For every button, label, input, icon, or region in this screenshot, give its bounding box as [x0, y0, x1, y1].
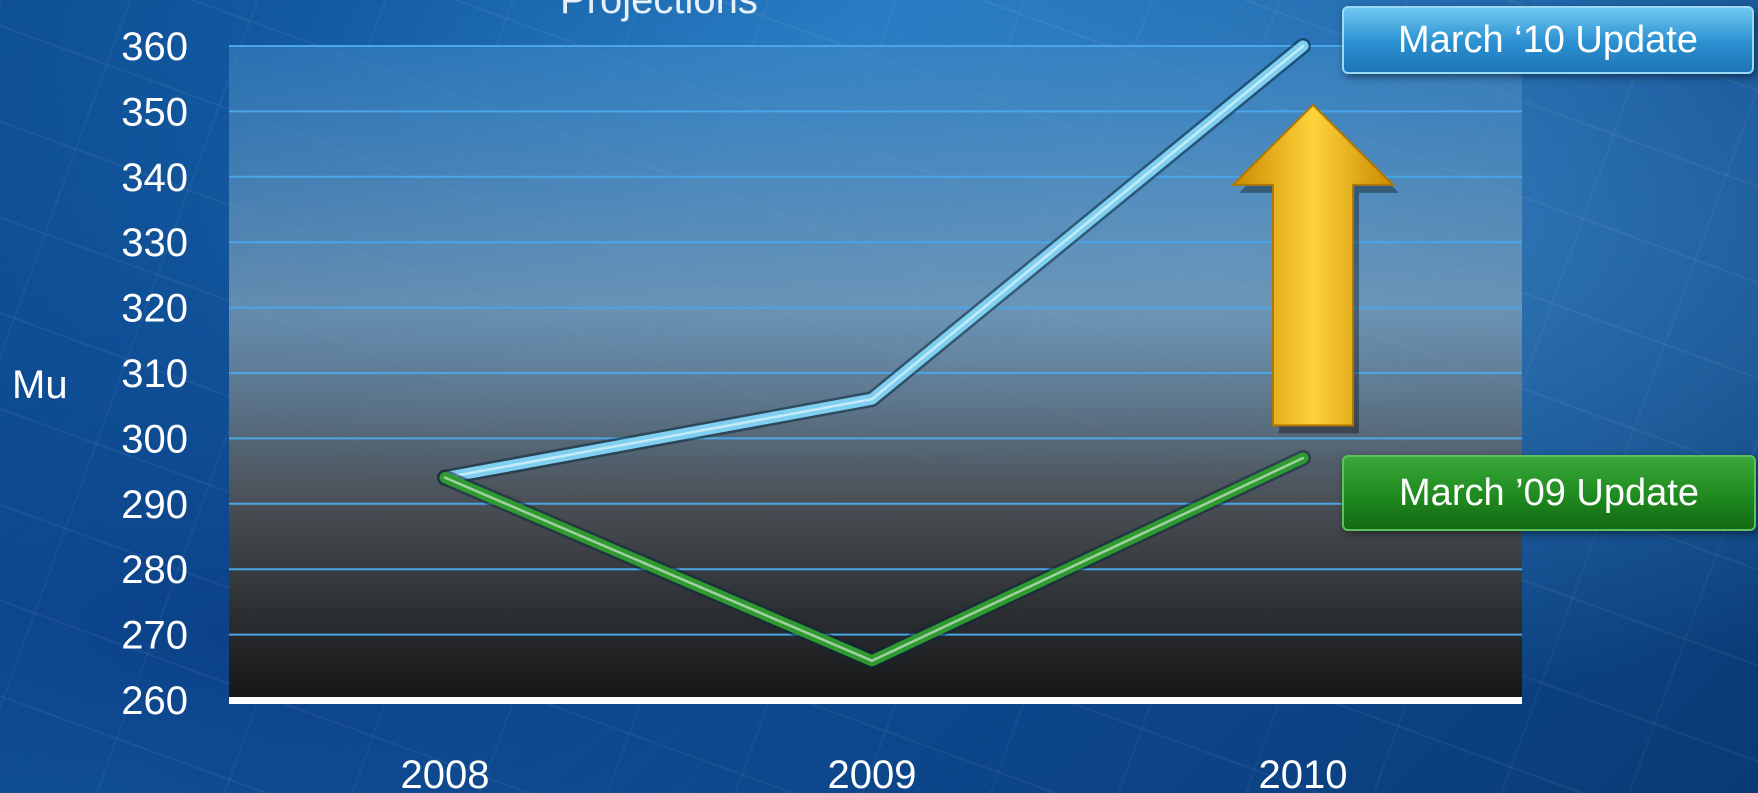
y-tick-label: 260 — [121, 679, 188, 723]
x-axis-baseline — [229, 697, 1522, 704]
y-tick-label: 360 — [121, 25, 188, 69]
x-tick-label: 2008 — [401, 753, 490, 793]
legend-march-10-update: March ‘10 Update — [1342, 6, 1754, 74]
legend-march-09-update: March ’09 Update — [1342, 455, 1756, 531]
y-tick-label: 280 — [121, 548, 188, 592]
y-tick-label: 290 — [121, 483, 188, 527]
y-tick-label: 330 — [121, 221, 188, 265]
up-arrow-icon — [1230, 103, 1396, 427]
legend-march-10-label: March ‘10 Update — [1398, 18, 1698, 61]
chart-title-partial: Projections — [560, 0, 758, 22]
x-tick-label: 2010 — [1259, 753, 1348, 793]
y-tick-label: 300 — [121, 417, 188, 461]
y-tick-label: 310 — [121, 352, 188, 396]
y-axis-label: Mu — [12, 363, 68, 407]
y-tick-label: 270 — [121, 614, 188, 658]
y-tick-label: 350 — [121, 90, 188, 134]
x-tick-label: 2009 — [828, 753, 917, 793]
legend-march-09-label: March ’09 Update — [1399, 471, 1699, 514]
y-tick-label: 340 — [121, 156, 188, 200]
y-tick-label: 320 — [121, 287, 188, 331]
